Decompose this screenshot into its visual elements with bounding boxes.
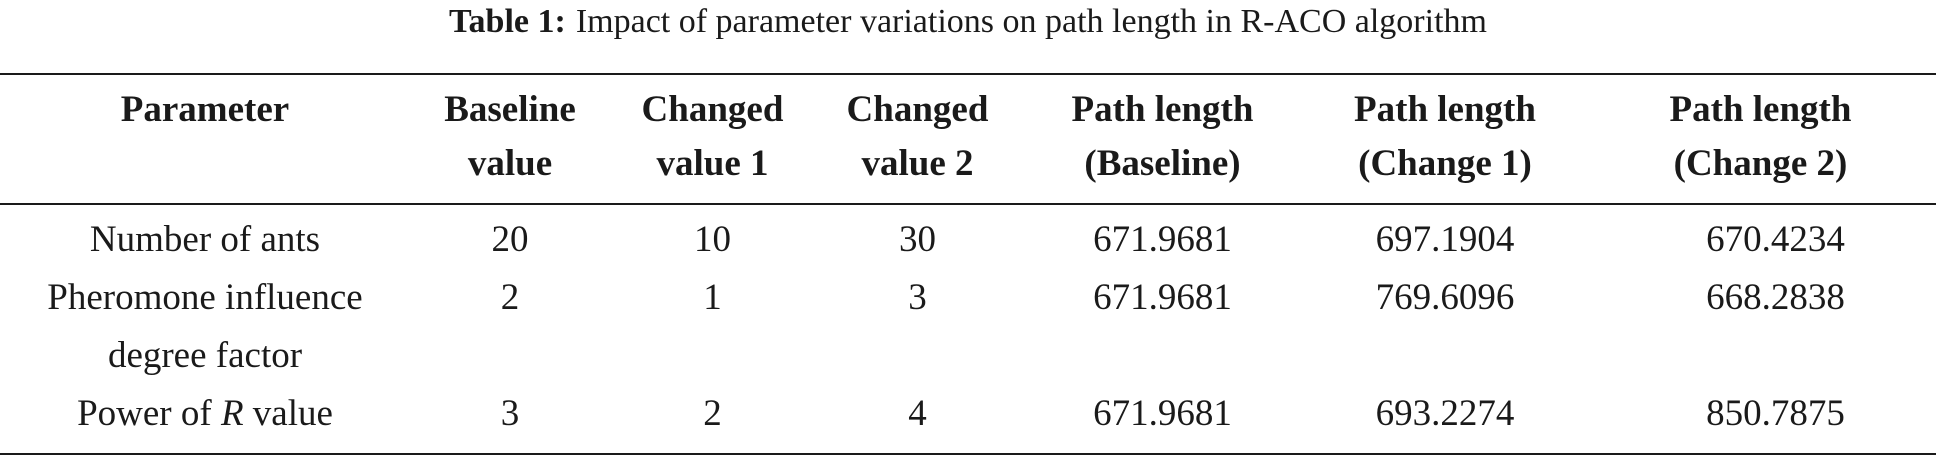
cell-changed-value-1: 1 — [703, 277, 722, 318]
param-italic-symbol: R — [220, 393, 244, 434]
cell-baseline-value: 2 — [500, 277, 520, 318]
cell-path-length-baseline: 671.9681 — [1093, 277, 1232, 318]
table-caption: Table 1: Impact of parameter variations o… — [0, 0, 1936, 44]
cell-parameter: Pheromone influence degree factor — [47, 277, 363, 376]
cell-baseline-value: 20 — [491, 219, 529, 260]
param-suffix: value — [243, 393, 333, 434]
caption-text: Impact of parameter variations on path l… — [575, 3, 1487, 40]
table-header-rule — [0, 203, 1936, 205]
header-path-length-baseline: Path length (Baseline) — [1071, 89, 1254, 184]
cell-changed-value-1: 10 — [694, 219, 731, 260]
header-changed-value-1: Changed value 1 — [641, 89, 784, 184]
header-parameter: Parameter — [120, 89, 290, 130]
table-row: Power of R value 3 2 4 671.9681 693.2274… — [0, 385, 1936, 443]
cell-path-length-change-2: 850.7875 — [1706, 393, 1845, 434]
table-bottom-rule — [0, 453, 1936, 455]
cell-baseline-value: 3 — [500, 393, 520, 434]
cell-changed-value-2: 30 — [899, 219, 936, 260]
header-changed-value-2: Changed value 2 — [846, 89, 989, 184]
cell-path-length-change-2: 670.4234 — [1706, 219, 1845, 260]
cell-parameter: Number of ants — [89, 219, 321, 260]
cell-path-length-baseline: 671.9681 — [1093, 393, 1232, 434]
cell-path-length-change-2: 668.2838 — [1706, 277, 1845, 318]
table-top-rule — [0, 73, 1936, 75]
cell-path-length-change-1: 769.6096 — [1375, 277, 1515, 318]
cell-changed-value-1: 2 — [703, 393, 722, 434]
cell-parameter: Power of R value — [0, 385, 410, 443]
cell-changed-value-2: 3 — [908, 277, 927, 318]
table-row: Number of ants 20 10 30 671.9681 697.190… — [0, 199, 1936, 269]
cell-changed-value-2: 4 — [908, 393, 927, 434]
caption-label: Table 1: — [449, 3, 566, 40]
header-path-length-change-2: Path length (Change 2) — [1669, 89, 1852, 184]
header-baseline-value: Baseline value — [444, 89, 576, 184]
cell-path-length-baseline: 671.9681 — [1093, 219, 1232, 260]
table-header-row: Parameter Baseline value Changed value 1… — [0, 83, 1936, 199]
cell-path-length-change-1: 697.1904 — [1375, 219, 1515, 260]
cell-path-length-change-1: 693.2274 — [1375, 393, 1515, 434]
param-prefix: Power of — [77, 393, 221, 434]
table-row: Pheromone influence degree factor 2 1 3 … — [0, 269, 1936, 385]
header-path-length-change-1: Path length (Change 1) — [1354, 89, 1536, 184]
parameter-table: Parameter Baseline value Changed value 1… — [0, 83, 1936, 443]
